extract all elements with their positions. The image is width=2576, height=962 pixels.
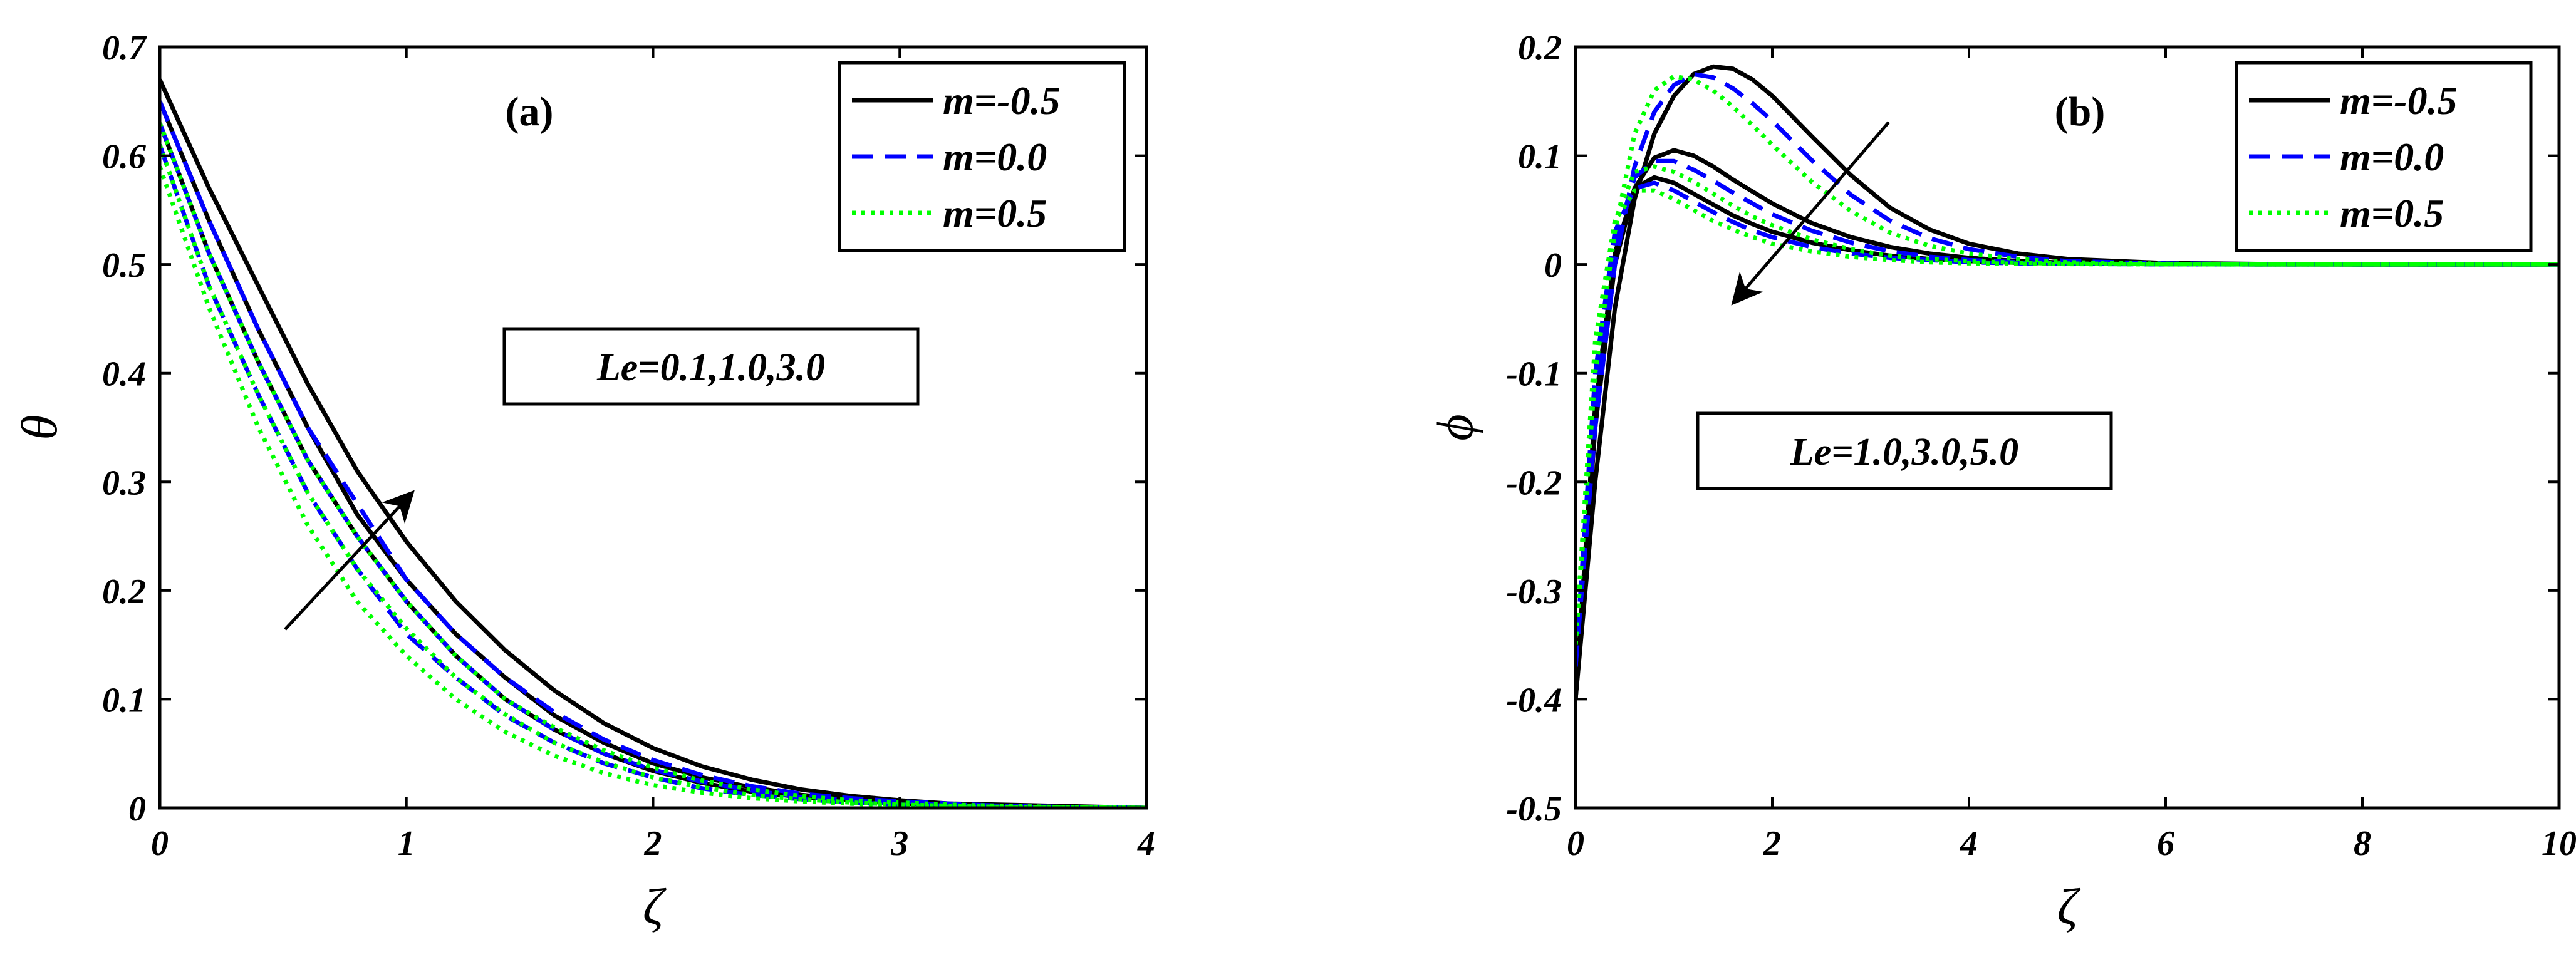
trend-arrow bbox=[284, 490, 415, 631]
x-tick-label: 2 bbox=[644, 824, 662, 863]
x-axis-label: ζ bbox=[2057, 878, 2080, 935]
series-group bbox=[1576, 64, 2559, 700]
y-tick-label: 0.3 bbox=[102, 463, 146, 502]
series-line-m_zero-le-0-1 bbox=[160, 144, 1146, 808]
legend-label-m_zero: m=0.0 bbox=[2340, 135, 2444, 179]
plot-frame bbox=[1574, 45, 2561, 810]
annotation-box bbox=[1696, 411, 2113, 490]
panel-label: (a) bbox=[506, 89, 554, 135]
y-tick-label: 0.4 bbox=[102, 355, 146, 394]
y-tick-label: 0.1 bbox=[102, 681, 146, 720]
legend: m=-0.5 m=0.0 m=0.5 bbox=[2235, 61, 2533, 252]
series-line-m_pos-le-0-1 bbox=[160, 165, 1146, 808]
y-tick-label: 0.5 bbox=[102, 246, 146, 285]
x-tick-label: 2 bbox=[1763, 824, 1781, 863]
y-tick-label: -0.2 bbox=[1506, 463, 1562, 502]
x-tick-label: 10 bbox=[2542, 824, 2576, 863]
panel-a: 0 1 2 3 400.10.20.30.40.50.60.7ζθ(a) m=-0.5m=… bbox=[11, 29, 1155, 935]
series-line-m_pos-le-3-0 bbox=[160, 122, 1146, 808]
annotation-text: Le=0.1,1.0,3.0 bbox=[596, 346, 825, 389]
x-tick-label: 8 bbox=[2354, 824, 2371, 863]
y-tick-label: 0 bbox=[1544, 246, 1562, 285]
series-line-m_pos-le-3-0 bbox=[1576, 164, 2559, 645]
y-tick-label: 0.2 bbox=[1518, 29, 1562, 68]
legend: m=-0.5 m=0.0 m=0.5 bbox=[838, 61, 1126, 252]
x-tick-label: 4 bbox=[1960, 824, 1978, 863]
legend-label-m_neg: m=-0.5 bbox=[943, 78, 1061, 123]
panel-b: 0 2 4 6 8 10 -0.5 -0.4 -0.3 -0.2 -0.1 0 0.1 0.2 ζ ϕ (b) m… bbox=[1426, 29, 2576, 935]
legend-box bbox=[2235, 61, 2533, 252]
trend-arrow bbox=[1731, 121, 1890, 306]
y-axis-label: θ bbox=[11, 415, 68, 440]
legend-label-m_pos: m=0.5 bbox=[943, 191, 1047, 235]
y-tick-label: 0.2 bbox=[102, 572, 146, 611]
panel-label: (b) bbox=[2055, 89, 2106, 135]
x-tick-label: 3 bbox=[890, 824, 908, 863]
x-tick-label: 1 bbox=[398, 824, 415, 863]
x-tick-label: 4 bbox=[1137, 824, 1155, 863]
y-tick-label: 0.7 bbox=[102, 29, 147, 68]
y-axis-label: ϕ bbox=[1426, 414, 1483, 440]
x-tick-label: 0 bbox=[1567, 824, 1584, 863]
y-tick-label: 0 bbox=[128, 790, 146, 829]
x-tick-label: 0 bbox=[151, 824, 169, 863]
series-line-m_pos-le-1-0 bbox=[1576, 188, 2559, 645]
y-tick-label: -0.5 bbox=[1506, 790, 1562, 829]
series-line-m_pos-le-5-0 bbox=[1576, 74, 2559, 645]
y-tick-label: -0.1 bbox=[1506, 355, 1562, 394]
series-line-m_pos-le-1-0 bbox=[160, 144, 1146, 808]
y-tick-label: 0.6 bbox=[102, 138, 146, 177]
y-tick-label: -0.4 bbox=[1506, 681, 1562, 720]
x-tick-label: 6 bbox=[2157, 824, 2174, 863]
annotation-box bbox=[502, 327, 920, 406]
legend-label-m_zero: m=0.0 bbox=[943, 135, 1047, 179]
x-axis-label: ζ bbox=[643, 878, 667, 935]
legend-label-m_pos: m=0.5 bbox=[2340, 191, 2444, 235]
y-tick-label: -0.3 bbox=[1506, 572, 1562, 611]
annotation-text: Le=1.0,3.0,5.0 bbox=[1790, 431, 2018, 473]
legend-label-m_neg: m=-0.5 bbox=[2340, 78, 2458, 123]
y-tick-label: 0.1 bbox=[1518, 138, 1562, 177]
